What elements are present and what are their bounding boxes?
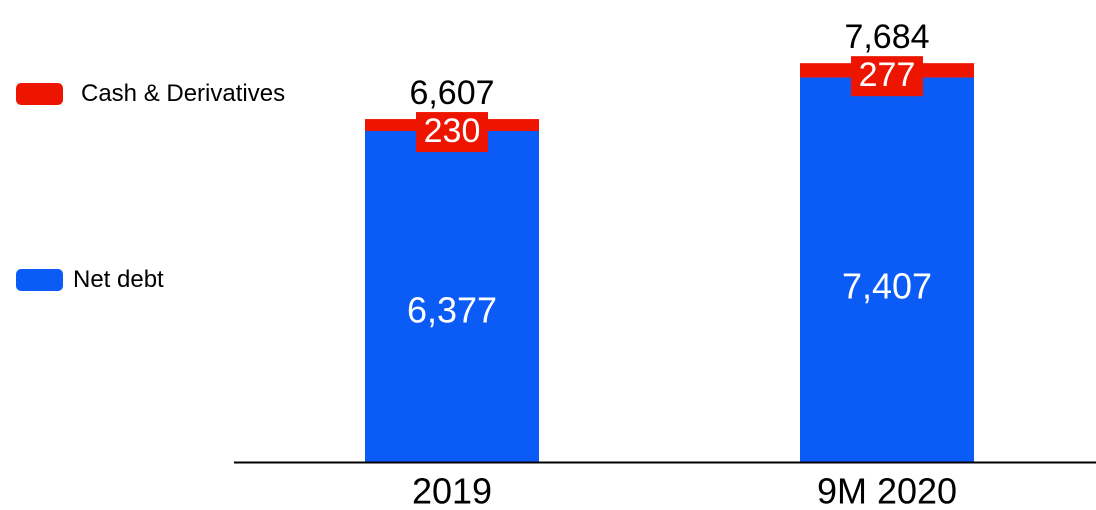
legend-swatch-net-debt: [16, 269, 63, 291]
data-label-net-debt-9m-2020: 7,407: [842, 266, 932, 307]
data-label-box-cash-derivatives-9m-2020: [851, 56, 923, 97]
x-tick-label-2019: 2019: [412, 471, 492, 510]
data-label-cash-derivatives-2019: 230: [424, 112, 481, 150]
data-label-box-cash-derivatives-2019: [416, 112, 488, 153]
total-label-2019: 6,607: [409, 74, 494, 112]
data-label-net-debt-2019: 6,377: [407, 290, 497, 331]
legend-swatch-cash-derivatives: [16, 83, 63, 105]
legend-item-cash-derivatives: Cash & Derivatives: [16, 80, 285, 108]
legend-label-net-debt: Net debt: [73, 266, 164, 293]
x-tick-label-9m-2020: 9M 2020: [817, 471, 957, 510]
legend-label-cash-derivatives: Cash & Derivatives: [81, 80, 286, 107]
legend-item-net-debt: Net debt: [16, 266, 164, 294]
data-label-cash-derivatives-9m-2020: 277: [859, 56, 916, 94]
bar-net-debt-2019: [365, 131, 539, 462]
bar-net-debt-9m-2020: [800, 77, 974, 462]
total-label-9m-2020: 7,684: [844, 18, 929, 56]
